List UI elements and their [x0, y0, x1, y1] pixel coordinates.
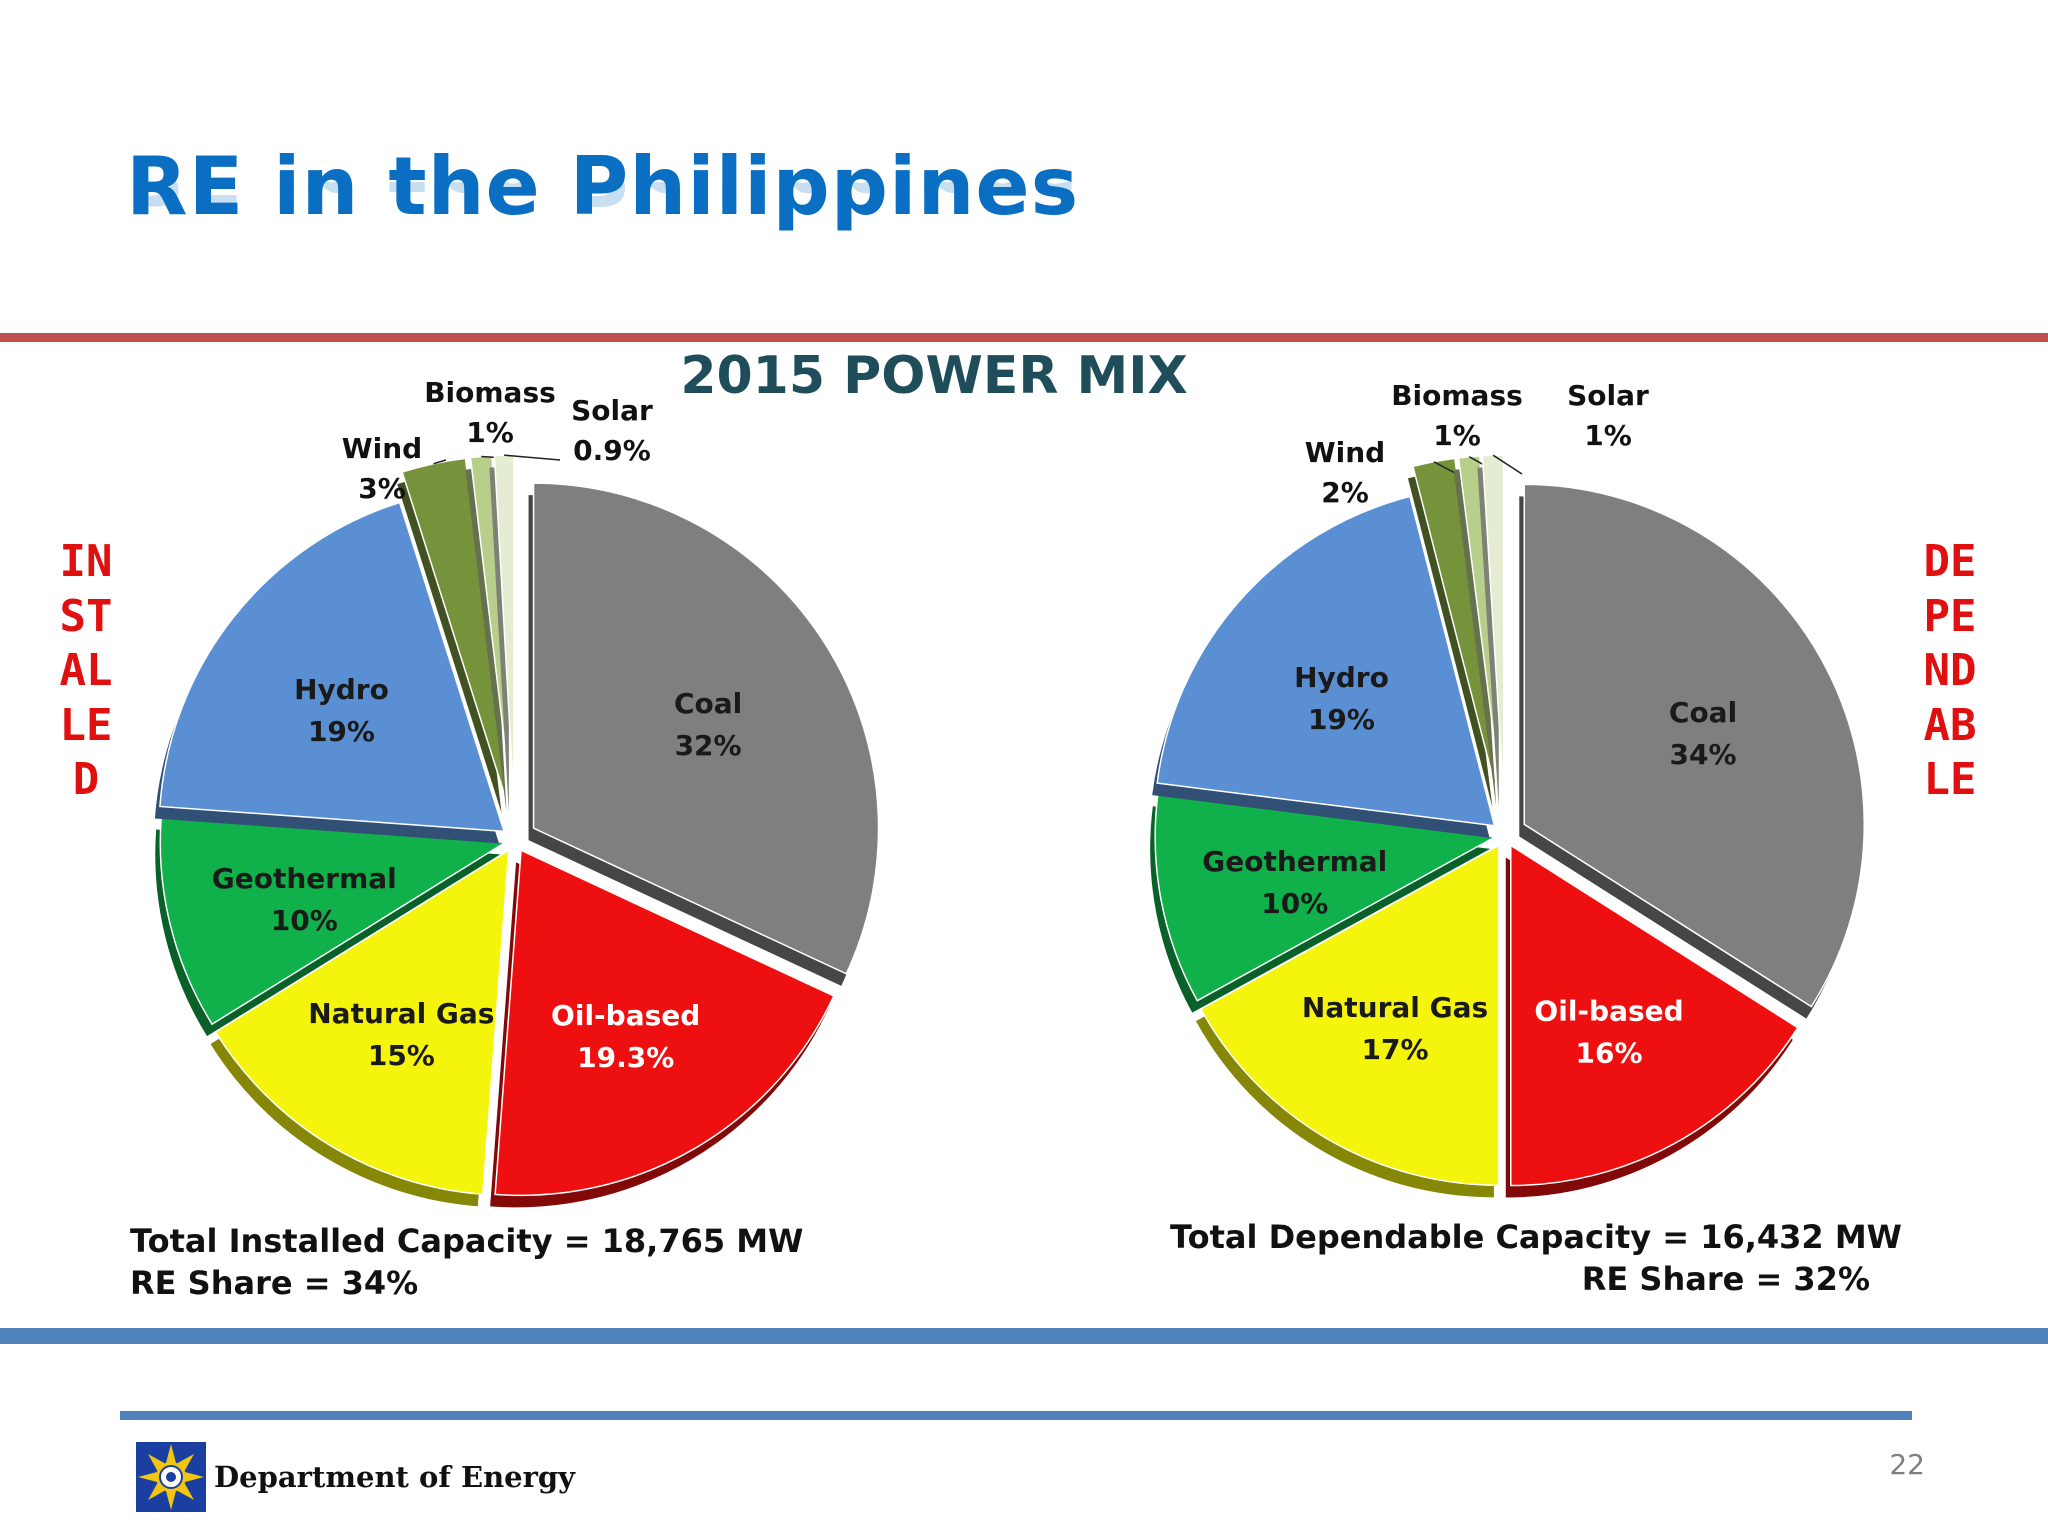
installed-slice-natural-gas-value-label: 15% [368, 1039, 435, 1072]
installed-slice-biomass-depth [465, 467, 507, 813]
dependable-slice-solar-leader-line [1492, 454, 1523, 475]
dependable-slice-biomass [1457, 455, 1502, 796]
dependable-slice-hydro-value-label: 19% [1308, 703, 1375, 736]
installed-slice-geothermal [159, 816, 508, 1026]
installed-slice-solar-leader-line [504, 454, 561, 461]
installed-slice-wind [401, 457, 508, 802]
installed-slice-solar-value-label: 0.9% [573, 434, 651, 467]
footer-department-label: Department of Energy [214, 1460, 576, 1494]
dependable-slice-coal-name-label: Coal [1669, 696, 1737, 729]
installed-capacity-text: Total Installed Capacity = 18,765 MW [130, 1222, 804, 1260]
installed-side-label: INSTALLED [59, 536, 113, 805]
dependable-slice-oil-based-name-label: Oil-based [1534, 994, 1683, 1027]
dependable-slice-natural-gas [1199, 844, 1500, 1187]
installed-slice-hydro [159, 501, 506, 833]
installed-slice-biomass-value-label: 1% [466, 416, 514, 449]
dependable-slice-solar-value-label: 1% [1584, 419, 1632, 452]
installed-slice-coal [532, 482, 880, 975]
installed-slice-oil-based-name-label: Oil-based [551, 999, 700, 1032]
installed-totals: Total Installed Capacity = 18,765 MW RE … [130, 1220, 803, 1304]
installed-slice-solar [493, 454, 515, 801]
installed-slice-coal-name-label: Coal [674, 687, 742, 720]
dependable-slice-biomass-depth [1453, 467, 1497, 808]
installed-slice-natural-gas [214, 848, 510, 1196]
dependable-totals: Total Dependable Capacity = 16,432 MW RE… [1170, 1216, 1902, 1300]
dependable-slice-coal-value-label: 34% [1670, 738, 1737, 771]
department-seal-icon [136, 1442, 206, 1512]
dependable-slice-natural-gas-value-label: 17% [1362, 1033, 1429, 1066]
page-title-reflection: RE in the Philippines [126, 182, 1079, 222]
dependable-slice-natural-gas-name-label: Natural Gas [1302, 991, 1488, 1024]
dependable-slice-oil-based-value-label: 16% [1576, 1036, 1643, 1069]
installed-slice-wind-value-label: 3% [358, 472, 406, 505]
installed-slice-coal-value-label: 32% [675, 729, 742, 762]
installed-slice-geothermal-name-label: Geothermal [212, 862, 397, 895]
installed-slice-hydro-value-label: 19% [308, 715, 375, 748]
dependable-slice-geothermal [1154, 793, 1498, 1002]
dependable-pie-chart: Coal 34% Oil-based 16% Natural Gas 17% Geother… [1150, 379, 1865, 1198]
bottom-divider [0, 1328, 2048, 1344]
dependable-capacity-text: Total Dependable Capacity = 16,432 MW [1170, 1218, 1902, 1256]
installed-slice-geothermal-value-label: 10% [271, 904, 338, 937]
footer-divider [120, 1411, 1912, 1420]
installed-slice-wind-depth [397, 470, 502, 813]
installed-slice-natural-gas-name-label: Natural Gas [308, 997, 494, 1030]
dependable-slice-coal [1523, 483, 1865, 1008]
installed-slice-wind-name-label: Wind [342, 432, 422, 465]
dependable-side-label: DEPENDABLE [1923, 536, 1977, 805]
installed-slice-hydro-name-label: Hydro [294, 673, 389, 706]
installed-re-share-text: RE Share = 34% [130, 1264, 419, 1302]
installed-slice-solar-name-label: Solar [571, 394, 653, 427]
dependable-slice-biomass-value-label: 1% [1433, 419, 1481, 452]
dependable-slice-biomass-name-label: Biomass [1391, 379, 1523, 412]
dependable-re-share-text: RE Share = 32% [1581, 1260, 1870, 1298]
dependable-slice-wind [1412, 457, 1499, 796]
chart-subtitle: 2015 POWER MIX [680, 346, 1188, 406]
dependable-slice-hydro-name-label: Hydro [1294, 661, 1389, 694]
dependable-slice-geothermal-name-label: Geothermal [1202, 845, 1387, 878]
installed-slice-oil-based-value-label: 19.3% [577, 1041, 674, 1074]
installed-slice-oil-based [494, 849, 835, 1197]
installed-pie-chart: Coal 32% Oil-based 19.3% Natural Gas 15% Geoth… [154, 376, 880, 1208]
dependable-slice-wind-name-label: Wind [1305, 436, 1385, 469]
installed-slice-wind-leader-line [433, 459, 447, 465]
dependable-slice-hydro [1156, 495, 1496, 827]
dependable-slice-solar-name-label: Solar [1567, 379, 1649, 412]
dependable-slice-wind-value-label: 2% [1321, 476, 1369, 509]
page-title: RE in the Philippines [126, 140, 1080, 233]
top-divider [0, 333, 2048, 342]
dependable-slice-wind-depth [1407, 470, 1493, 808]
page-number: 22 [1889, 1448, 1925, 1481]
dependable-slice-geothermal-value-label: 10% [1261, 887, 1328, 920]
dependable-slice-oil-based [1510, 844, 1799, 1187]
installed-slice-biomass-name-label: Biomass [424, 376, 556, 409]
